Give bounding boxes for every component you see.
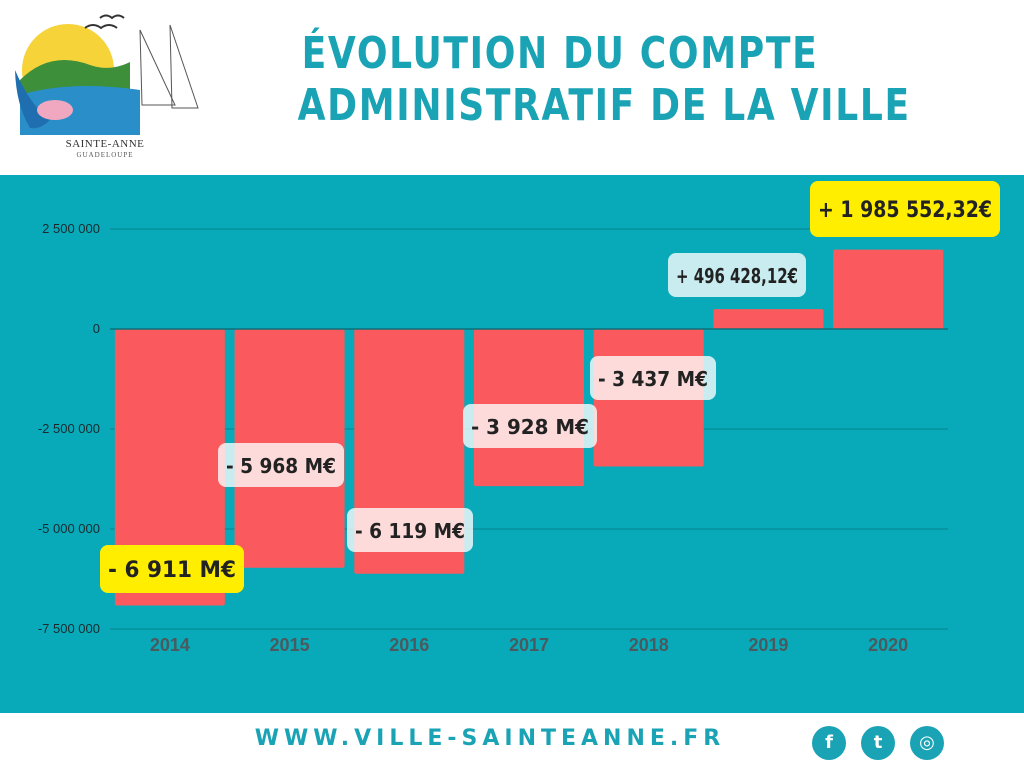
data-label-box <box>668 253 806 297</box>
data-label: - 6 911 M€ <box>108 558 236 583</box>
x-tick-label: 2018 <box>629 635 669 655</box>
bar <box>114 329 225 606</box>
instagram-icon[interactable]: ◎ <box>910 726 944 760</box>
bar <box>833 249 944 329</box>
sainte-anne-logo: SAINTE-ANNE GUADELOUPE <box>10 10 200 160</box>
footer: WWW.VILLE-SAINTEANNE.FR f t ◎ <box>0 713 1024 768</box>
y-tick-label: -2 500 000 <box>38 421 100 436</box>
data-label-box <box>590 356 716 400</box>
twitter-icon[interactable]: t <box>861 726 895 760</box>
data-label: - 6 119 M€ <box>355 519 465 543</box>
bar <box>713 309 824 329</box>
chart-band: 2 500 000 0 -2 500 000 -5 000 000 -7 500 000… <box>0 175 1024 713</box>
data-label-box <box>463 404 597 448</box>
data-label-box <box>810 181 1000 237</box>
data-label: - 3 928 M€ <box>471 415 589 439</box>
x-tick-label: 2020 <box>868 635 908 655</box>
logo-graphic <box>15 14 199 135</box>
data-label-box <box>347 508 473 552</box>
y-tick-label: -7 500 000 <box>38 621 100 636</box>
logo-text-guadeloupe: GUADELOUPE <box>76 151 134 159</box>
website-url[interactable]: WWW.VILLE-SAINTEANNE.FR <box>254 726 726 751</box>
x-tick-label: 2017 <box>509 635 549 655</box>
title-line-1: ÉVOLUTION DU COMPTE <box>301 28 819 79</box>
x-tick-label: 2016 <box>389 635 429 655</box>
page-title: ÉVOLUTION DU COMPTE ADMINISTRATIF DE LA … <box>297 28 911 132</box>
header: SAINTE-ANNE GUADELOUPE ÉVOLUTION DU COMP… <box>0 0 1024 175</box>
facebook-icon[interactable]: f <box>812 726 846 760</box>
x-tick-label: 2015 <box>270 635 310 655</box>
title-line-2: ADMINISTRATIF DE LA VILLE <box>297 80 911 131</box>
x-tick-label: 2019 <box>748 635 788 655</box>
y-tick-label: 2 500 000 <box>42 221 100 236</box>
data-label: - 3 437 M€ <box>598 367 708 391</box>
x-tick-label: 2014 <box>150 635 190 655</box>
y-tick-label: 0 <box>93 321 100 336</box>
bar-chart: 2 500 000 0 -2 500 000 -5 000 000 -7 500 000… <box>38 181 1000 655</box>
data-label-box <box>218 443 344 487</box>
logo-text-sainte-anne: SAINTE-ANNE <box>65 138 145 150</box>
y-tick-label: -5 000 000 <box>38 521 100 536</box>
data-label: - 5 968 M€ <box>226 454 336 478</box>
data-label: + 1 985 552,32€ <box>818 198 992 223</box>
data-label: + 496 428,12€ <box>676 264 798 288</box>
data-label-box <box>100 545 244 593</box>
